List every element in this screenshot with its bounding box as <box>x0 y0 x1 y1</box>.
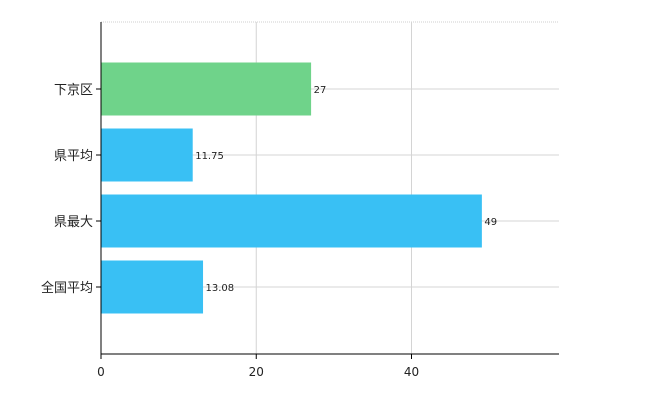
x-tick-label: 20 <box>249 365 264 379</box>
axes <box>100 22 559 355</box>
bar <box>101 260 204 314</box>
bar <box>101 62 312 116</box>
category-label: 全国平均 <box>41 280 93 296</box>
x-tick-label: 0 <box>97 365 105 379</box>
data-label: 13.08 <box>206 283 235 294</box>
data-labels: 27 11.75 49 13.08 <box>195 85 497 294</box>
data-label: 27 <box>314 85 327 96</box>
bar <box>101 194 482 248</box>
category-label: 下京区 <box>54 83 93 98</box>
category-label: 県最大 <box>54 215 93 230</box>
category-label: 県平均 <box>54 149 93 164</box>
x-ticks: 0 20 40 <box>97 354 419 379</box>
data-label: 11.75 <box>195 151 224 162</box>
bars <box>101 62 482 314</box>
data-label: 49 <box>484 217 497 228</box>
x-tick-label: 40 <box>404 365 419 379</box>
bar <box>101 128 193 182</box>
